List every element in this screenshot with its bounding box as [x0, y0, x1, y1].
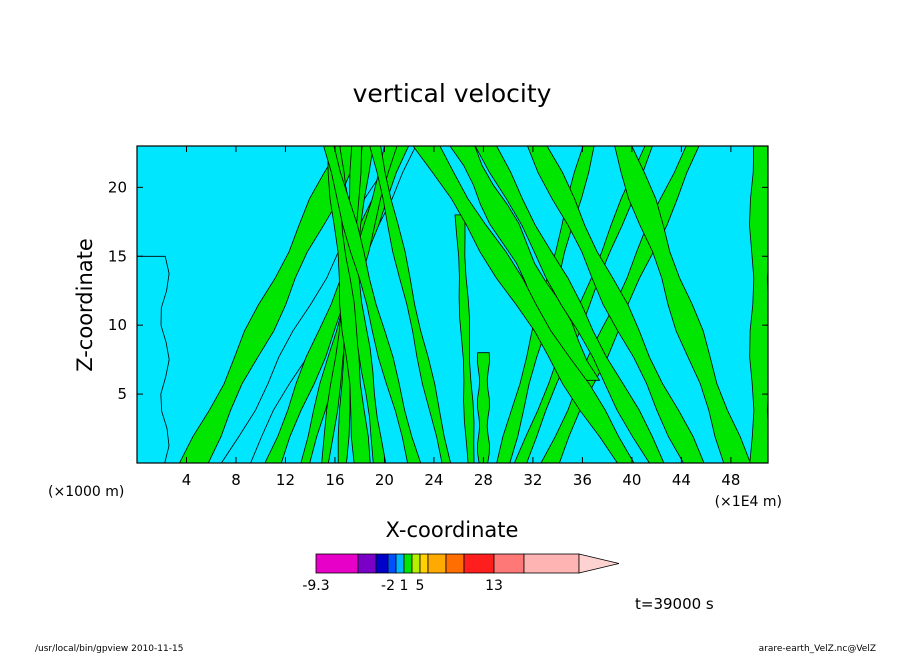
x-tick-label-44: 44	[672, 471, 691, 489]
colorbar-bin-5	[395, 553, 405, 574]
velocity-band-1	[137, 255, 170, 463]
x-unit-right: (×1E4 m)	[715, 494, 782, 510]
colorbar-label-3: 1	[400, 578, 409, 594]
x-axis: 4 8 12 16 20 24 28 32 36 40 44 48	[182, 146, 740, 489]
colorbar-bin-7	[411, 553, 421, 574]
x-tick-label-40: 40	[622, 471, 641, 489]
colorbar: -9.3 -2 1 5 13	[302, 553, 620, 594]
x-unit-left: (×1000 m)	[48, 484, 124, 500]
colorbar-bin-4	[387, 553, 397, 574]
velocity-band-2	[179, 146, 361, 463]
y-tick-label-15: 15	[108, 247, 127, 265]
plot-frame	[136, 145, 769, 464]
x-tick-label-24: 24	[424, 471, 443, 489]
colorbar-bin-6	[403, 553, 413, 574]
plot-area	[136, 145, 769, 464]
colorbar-bin-13	[523, 553, 580, 574]
velocity-band-19	[474, 146, 665, 463]
chart-title: vertical velocity	[353, 79, 552, 108]
x-tick-label-32: 32	[523, 471, 542, 489]
y-tick-label-5: 5	[117, 385, 127, 403]
velocity-band-8	[327, 146, 371, 463]
colorbar-label-1: -9.3	[302, 578, 329, 594]
velocity-band-10	[323, 146, 422, 463]
colorbar-label-2: -2	[381, 578, 395, 594]
x-tick-label-28: 28	[474, 471, 493, 489]
colorbar-bin-2	[357, 553, 377, 574]
velocity-band-13	[476, 352, 490, 463]
footer-left: /usr/local/bin/gpview 2010-11-15	[35, 644, 183, 654]
velocity-band-9	[338, 186, 387, 463]
x-tick-label-12: 12	[276, 471, 295, 489]
colorbar-bin-1	[315, 553, 359, 574]
x-tick-label-48: 48	[721, 471, 740, 489]
colorbar-bin-12	[493, 553, 525, 574]
velocity-band-11	[369, 146, 452, 463]
x-tick-label-36: 36	[573, 471, 592, 489]
velocity-band-21	[614, 146, 751, 463]
velocity-band-20	[527, 146, 705, 463]
x-axis-label: X-coordinate	[386, 518, 519, 542]
y-axis: 5 10 15 20	[108, 178, 768, 403]
colorbar-label-4: 5	[416, 578, 425, 594]
footer-right: arare-earth_VelZ.nc@VelZ	[759, 644, 876, 654]
x-tick-label-16: 16	[325, 471, 344, 489]
x-tick-label-20: 20	[375, 471, 394, 489]
time-label: t=39000 s	[635, 595, 714, 613]
colorbar-label-5: 13	[485, 578, 503, 594]
colorbar-bin-3	[375, 553, 389, 574]
colorbar-bin-10	[445, 553, 465, 574]
y-axis-label: Z-coordinate	[73, 238, 97, 372]
colorbar-extend-arrow	[578, 553, 620, 574]
y-tick-label-20: 20	[108, 178, 127, 196]
velocity-bands	[137, 146, 768, 463]
x-tick-label-8: 8	[231, 471, 241, 489]
colorbar-bin-9	[427, 553, 447, 574]
colorbar-bin-11	[463, 553, 495, 574]
x-tick-label-4: 4	[182, 471, 192, 489]
y-tick-label-10: 10	[108, 316, 127, 334]
velocity-band-22	[749, 146, 768, 463]
colorbar-bin-8	[419, 553, 429, 574]
velocity-band-18	[412, 146, 635, 463]
